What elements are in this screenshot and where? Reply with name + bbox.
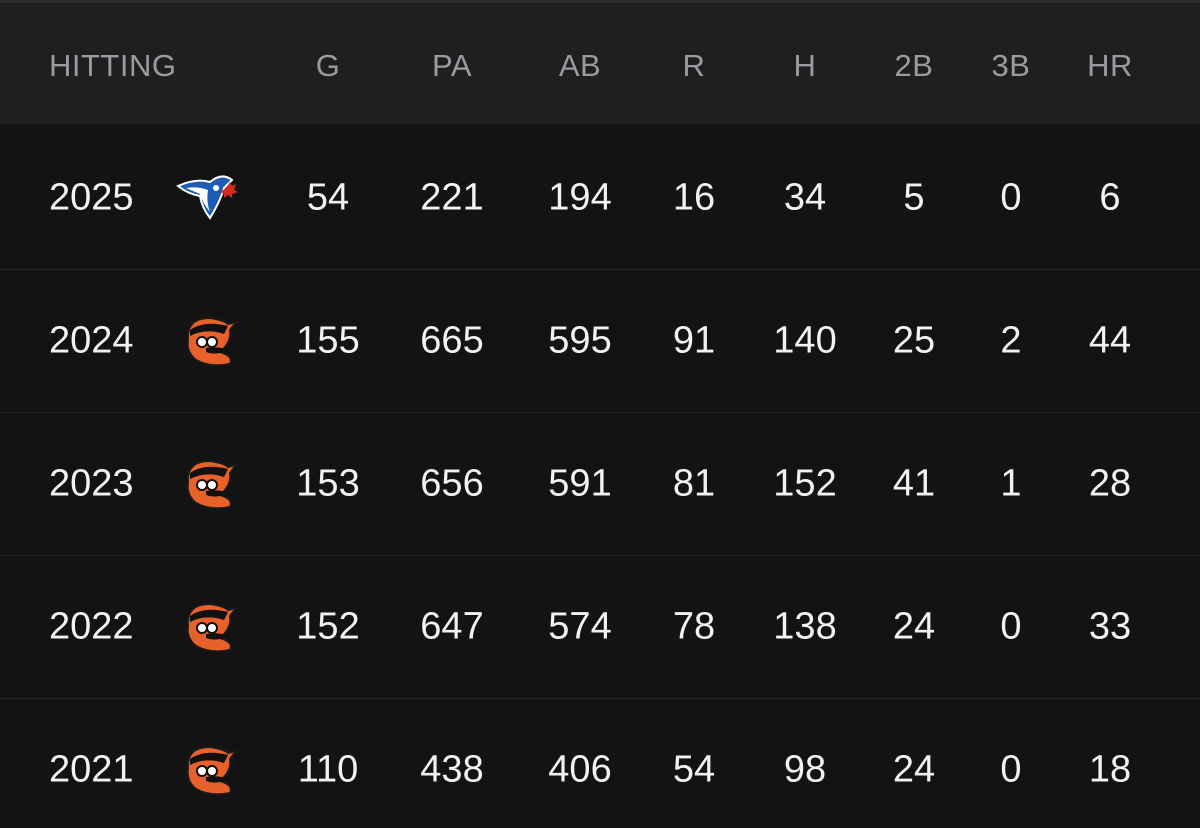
row-divider xyxy=(0,698,1200,699)
stat-value: 656 xyxy=(420,462,484,505)
stat-value: 438 xyxy=(420,748,484,791)
team-logo xyxy=(186,602,238,653)
stat-value: 665 xyxy=(420,319,484,362)
stat-value: 24 xyxy=(892,748,936,791)
stat-value: 140 xyxy=(773,319,837,362)
stat-value: 221 xyxy=(420,176,484,219)
stat-value: 152 xyxy=(296,605,360,648)
season: 2021 xyxy=(49,748,134,791)
stat-value: 110 xyxy=(297,748,359,791)
stat-value: 33 xyxy=(1088,605,1132,648)
stat-value: 54 xyxy=(306,176,350,219)
season: 2023 xyxy=(49,462,134,505)
stat-value: 138 xyxy=(773,605,837,648)
stat-value: 41 xyxy=(892,462,936,505)
column-header: 2B xyxy=(894,48,934,83)
stat-value: 406 xyxy=(548,748,612,791)
stat-value: 0 xyxy=(1000,605,1022,648)
column-header: PA xyxy=(431,48,473,83)
column-header: HR xyxy=(1087,48,1133,83)
stat-value: 155 xyxy=(296,319,360,362)
team-logo xyxy=(186,316,238,367)
stat-value: 595 xyxy=(548,319,612,362)
season: 2022 xyxy=(49,605,134,648)
stat-value: 1 xyxy=(1000,462,1022,505)
stat-value: 28 xyxy=(1088,462,1132,505)
column-header: H xyxy=(793,48,817,83)
stat-value: 91 xyxy=(672,319,716,362)
section-label: HITTING xyxy=(49,48,177,83)
column-header: 3B xyxy=(991,48,1031,83)
stat-value: 194 xyxy=(548,176,612,219)
column-header: AB xyxy=(558,48,602,83)
row-divider xyxy=(0,555,1200,556)
stat-value: 0 xyxy=(1000,176,1022,219)
stat-value: 24 xyxy=(892,605,936,648)
stat-value: 98 xyxy=(783,748,827,791)
stat-value: 2 xyxy=(1000,319,1022,362)
stat-value: 81 xyxy=(672,462,716,505)
table-header xyxy=(0,0,1200,124)
row-divider xyxy=(0,412,1200,413)
stat-value: 18 xyxy=(1088,748,1132,791)
season: 2024 xyxy=(49,319,134,362)
stat-value: 16 xyxy=(672,176,716,219)
stat-value: 647 xyxy=(420,605,484,648)
stat-value: 574 xyxy=(548,605,612,648)
column-header: R xyxy=(682,48,706,83)
stat-value: 6 xyxy=(1099,176,1121,219)
stat-value: 44 xyxy=(1088,319,1132,362)
row-divider xyxy=(0,269,1200,270)
stat-value: 25 xyxy=(892,319,936,362)
season: 2025 xyxy=(49,176,134,219)
stat-value: 54 xyxy=(672,748,716,791)
team-logo xyxy=(186,745,238,796)
stat-value: 34 xyxy=(783,176,827,219)
stat-value: 591 xyxy=(548,462,612,505)
team-logo xyxy=(186,459,238,510)
stat-value: 153 xyxy=(296,462,360,505)
stat-value: 5 xyxy=(903,176,925,219)
column-header: G xyxy=(315,48,341,83)
team-logo xyxy=(176,175,238,220)
stat-value: 152 xyxy=(773,462,837,505)
stat-value: 78 xyxy=(672,605,716,648)
stat-value: 0 xyxy=(1000,748,1022,791)
